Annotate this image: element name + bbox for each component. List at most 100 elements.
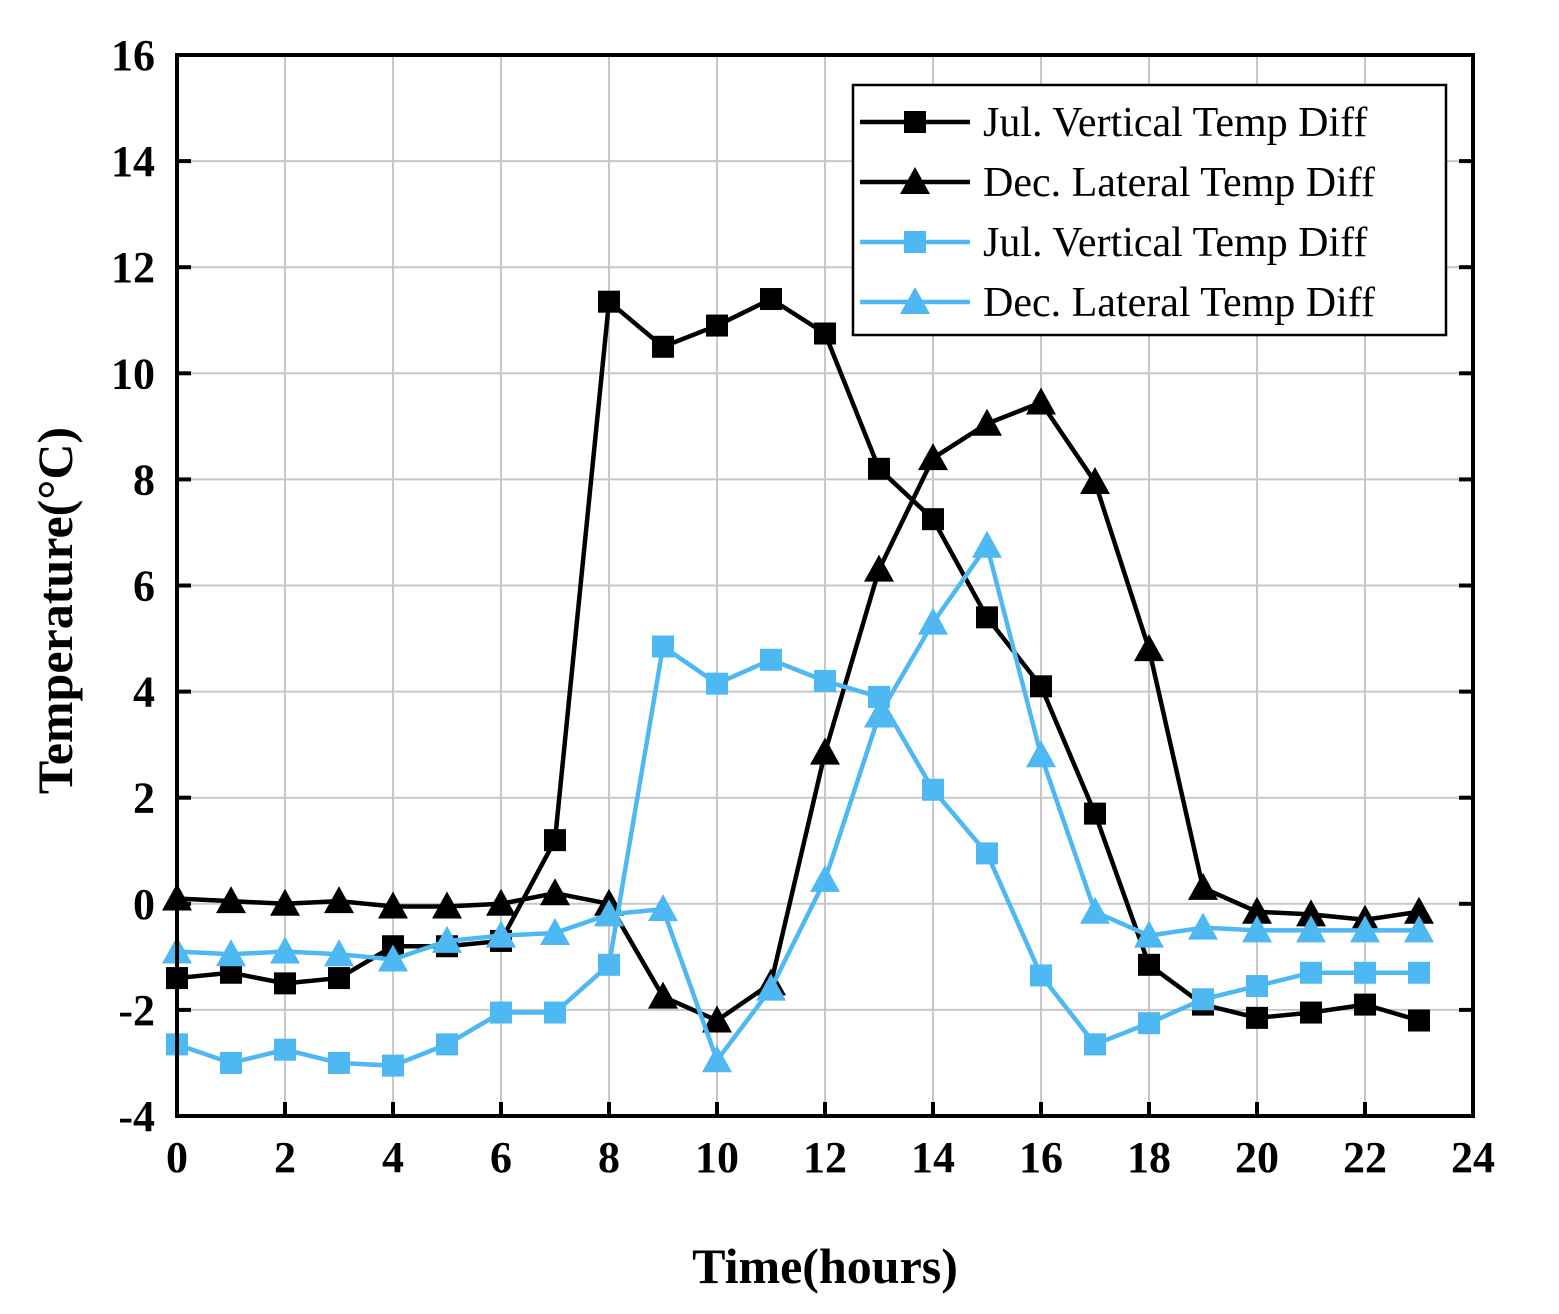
data-point	[706, 314, 728, 337]
x-tick-label: 12	[803, 1133, 847, 1182]
data-point	[540, 917, 570, 945]
x-tick-label: 2	[274, 1133, 296, 1182]
data-point	[598, 290, 620, 313]
data-point	[378, 944, 408, 972]
data-point	[864, 700, 894, 728]
data-point	[328, 967, 350, 990]
data-point	[1242, 896, 1272, 924]
y-tick-label: 0	[133, 880, 155, 929]
legend-box	[851, 83, 1448, 337]
legend-item: Jul. Vertical Temp Diff	[860, 220, 1367, 266]
data-point	[594, 899, 624, 927]
data-point	[1242, 915, 1272, 943]
data-point	[918, 607, 948, 635]
data-point	[1030, 675, 1052, 698]
data-point	[1188, 912, 1218, 940]
data-point	[1296, 915, 1326, 943]
data-point	[864, 554, 894, 582]
legend-item: Jul. Vertical Temp Diff	[860, 100, 1367, 146]
data-point	[1084, 1033, 1106, 1056]
series-1	[166, 288, 1430, 1032]
x-tick-label: 20	[1235, 1133, 1279, 1182]
data-point	[382, 1054, 404, 1077]
data-point	[922, 508, 944, 531]
legend-label: Dec. Lateral Temp Diff	[983, 280, 1375, 326]
y-tick-label: 10	[111, 349, 155, 398]
y-tick-label: -4	[118, 1092, 155, 1141]
data-point	[918, 443, 948, 471]
series-line	[176, 644, 1419, 1068]
x-tick-label: 10	[695, 1133, 739, 1182]
data-point	[216, 886, 246, 914]
data-point	[1030, 964, 1052, 987]
data-point	[1296, 899, 1326, 927]
data-point	[1138, 953, 1160, 976]
y-tick-label: 16	[111, 31, 155, 80]
data-point	[648, 981, 678, 1009]
data-point	[1246, 975, 1268, 998]
data-point	[1300, 961, 1322, 984]
data-point	[540, 878, 570, 906]
x-tick-label: 8	[598, 1133, 620, 1182]
data-point	[432, 925, 462, 953]
data-point	[1350, 915, 1380, 943]
x-tick-label: 24	[1451, 1133, 1495, 1182]
data-point	[1408, 1009, 1430, 1032]
series-2	[162, 387, 1434, 1033]
legend-marker	[900, 167, 930, 194]
y-tick-label: 6	[133, 562, 155, 611]
series-layer	[162, 288, 1434, 1077]
data-point	[1354, 961, 1376, 984]
series-3	[166, 635, 1430, 1077]
data-point	[436, 1033, 458, 1056]
x-tick-label: 4	[382, 1133, 404, 1182]
data-point	[868, 457, 890, 480]
y-tick-label: 12	[111, 243, 155, 292]
legend-marker	[900, 287, 930, 314]
data-point	[1080, 896, 1110, 924]
data-point	[756, 973, 786, 1001]
series-line	[176, 543, 1419, 1063]
data-point	[1354, 993, 1376, 1016]
data-point	[432, 891, 462, 919]
data-point	[598, 953, 620, 976]
data-point	[814, 322, 836, 345]
x-tick-label: 18	[1127, 1133, 1171, 1182]
legend-marker	[904, 231, 926, 253]
data-point	[702, 1005, 732, 1033]
y-tick-label: 14	[111, 137, 155, 186]
data-point	[652, 335, 674, 358]
legend-items: Jul. Vertical Temp Diff Dec. Lateral Temp…	[860, 100, 1375, 326]
data-point	[1026, 740, 1056, 768]
data-point	[1300, 1001, 1322, 1024]
data-point	[544, 829, 566, 852]
x-tick-label: 22	[1343, 1133, 1387, 1182]
data-point	[324, 939, 354, 967]
legend-label: Jul. Vertical Temp Diff	[983, 220, 1367, 266]
data-point	[486, 920, 516, 948]
data-point	[976, 842, 998, 865]
series-line	[176, 296, 1420, 1023]
data-point	[972, 530, 1002, 558]
data-point	[972, 408, 1002, 436]
data-point	[486, 888, 516, 916]
data-point	[324, 886, 354, 914]
data-point	[270, 888, 300, 916]
data-point	[976, 606, 998, 629]
x-tick-label: 14	[911, 1133, 955, 1182]
data-point	[1134, 634, 1164, 662]
data-point	[1026, 387, 1056, 415]
legend-marker	[904, 111, 926, 133]
data-point	[814, 669, 836, 692]
legend: Jul. Vertical Temp Diff Dec. Lateral Temp…	[851, 83, 1448, 337]
data-point	[652, 635, 674, 658]
legend-item: Dec. Lateral Temp Diff	[860, 280, 1375, 326]
axis-ticks	[175, 53, 1475, 1118]
data-point	[1080, 467, 1110, 495]
data-point	[1404, 896, 1434, 924]
data-point	[648, 894, 678, 922]
data-point	[922, 778, 944, 801]
x-tick-label: 16	[1019, 1133, 1063, 1182]
data-point	[1404, 915, 1434, 943]
